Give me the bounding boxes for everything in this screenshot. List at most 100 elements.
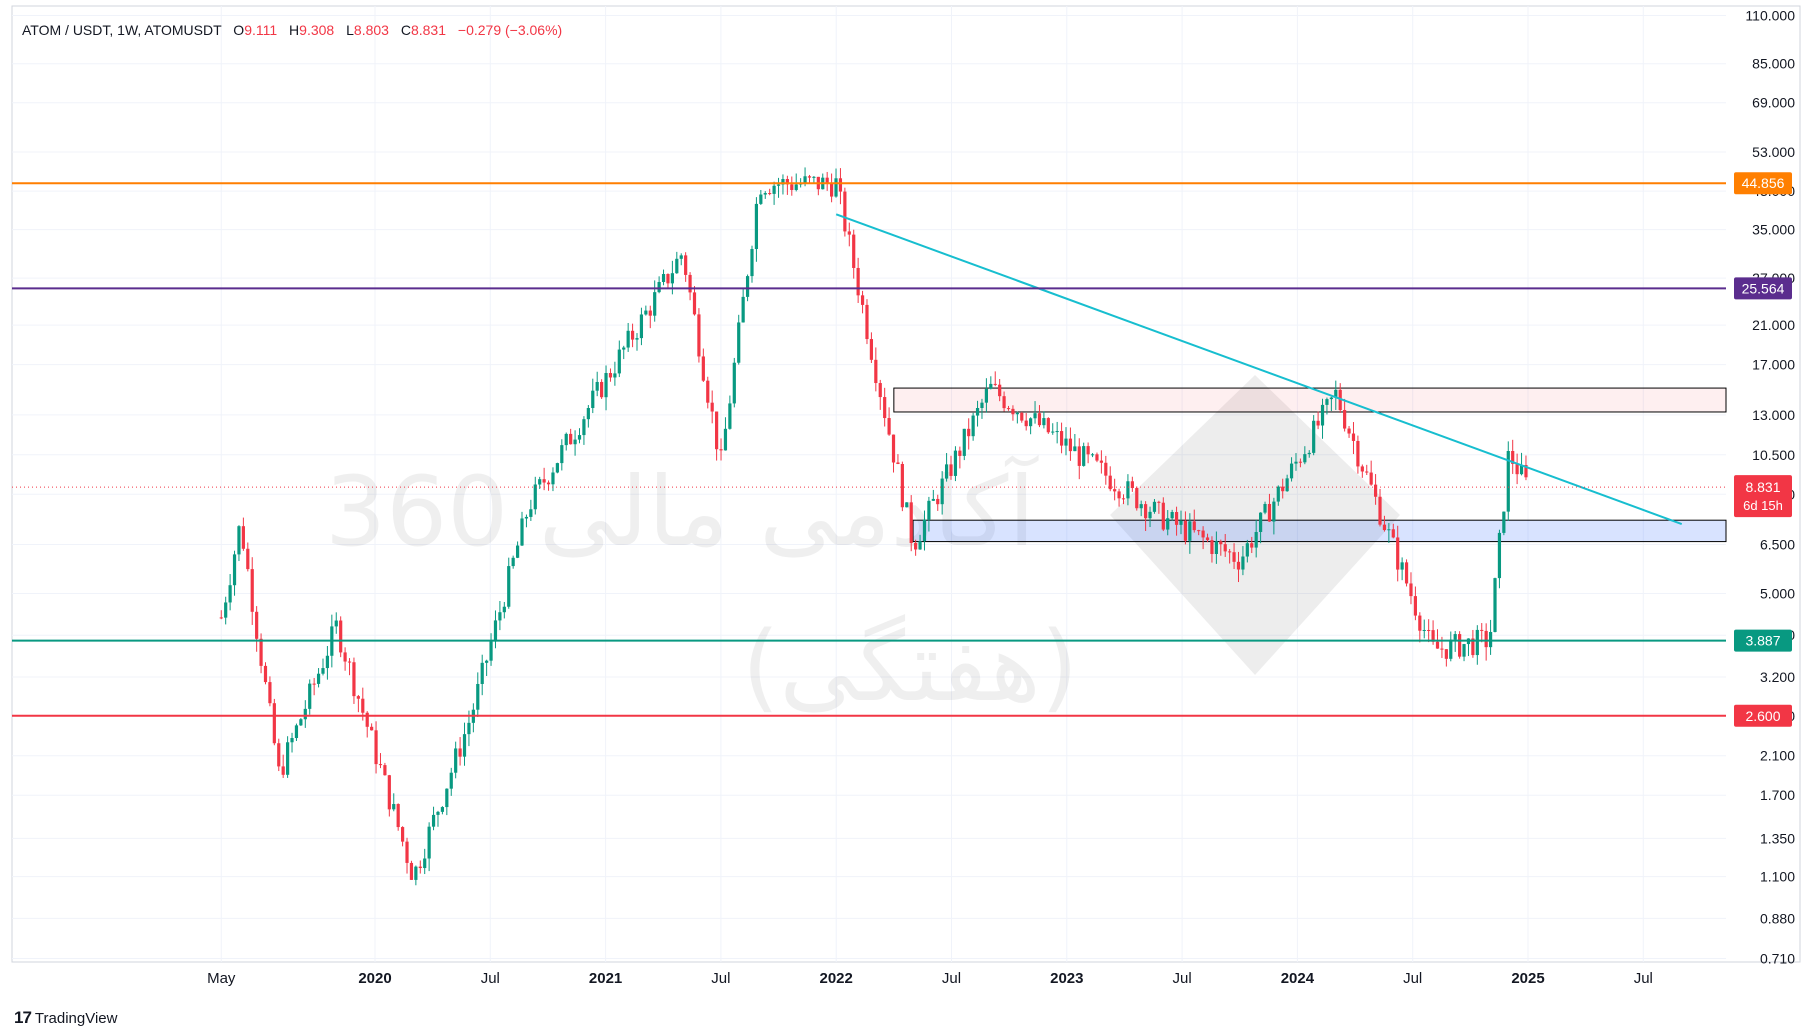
- candle-body: [887, 418, 891, 435]
- candle-body: [586, 408, 590, 420]
- candle-body: [423, 858, 427, 869]
- candle-body: [1219, 541, 1223, 545]
- y-tick-label: 1.700: [1760, 787, 1795, 803]
- y-tick-label: 0.880: [1760, 910, 1795, 926]
- candle-body: [909, 502, 913, 544]
- candle-body: [1082, 446, 1086, 466]
- y-tick-label: 5.000: [1760, 586, 1795, 602]
- candle-body: [883, 397, 887, 419]
- candle-body: [480, 662, 484, 684]
- x-tick-label: 2024: [1281, 970, 1315, 987]
- candle-body: [1475, 629, 1479, 656]
- candle-body: [427, 826, 431, 859]
- candle-body: [967, 428, 971, 437]
- candle-body: [1197, 530, 1201, 532]
- candle-body: [1055, 431, 1059, 433]
- candle-body: [1497, 532, 1502, 579]
- candle-body: [1334, 389, 1338, 398]
- candle-body: [661, 274, 666, 282]
- candle-body: [255, 611, 259, 639]
- candle-body: [378, 764, 383, 766]
- symbol-title: ATOM / USDT, 1W, ATOMUSDT: [22, 22, 222, 38]
- candle-body: [511, 557, 515, 567]
- candle-body: [953, 450, 958, 476]
- candle-body: [1480, 629, 1484, 631]
- candle-body: [1228, 551, 1232, 553]
- candle-body: [569, 433, 573, 445]
- candle-body: [489, 641, 493, 661]
- candle-body: [1245, 543, 1249, 557]
- candle-body: [847, 231, 851, 235]
- candle-body: [343, 652, 347, 662]
- candle-body: [485, 660, 489, 663]
- candle-body: [697, 314, 701, 357]
- low-value: 8.803: [353, 22, 389, 38]
- tradingview-footer[interactable]: 17 TradingView: [14, 1008, 117, 1028]
- candle-body: [1276, 486, 1280, 502]
- candle-body: [1347, 428, 1351, 434]
- candle-body: [312, 683, 316, 685]
- candle-body: [679, 255, 683, 259]
- candle-body: [768, 193, 772, 195]
- change-value: −0.279 (−3.06%): [457, 22, 563, 38]
- candle-body: [1519, 465, 1524, 475]
- x-tick-label: 2021: [589, 970, 622, 987]
- candle-body: [281, 766, 285, 775]
- level-tag-label: 3.887: [1745, 633, 1780, 649]
- candle-body: [635, 338, 639, 340]
- candle-body: [232, 554, 237, 586]
- candle-body: [728, 403, 732, 429]
- y-tick-label: 6.500: [1760, 536, 1795, 552]
- candle-body: [392, 804, 396, 810]
- candle-body: [794, 184, 798, 190]
- candle-body: [387, 775, 391, 810]
- y-tick-label: 10.500: [1752, 447, 1795, 463]
- candle-body: [1037, 413, 1042, 426]
- candle-body: [688, 274, 692, 293]
- candle-body: [1404, 562, 1409, 584]
- candle-body: [984, 388, 988, 403]
- candle-body: [860, 295, 865, 305]
- candle-body: [1020, 412, 1024, 421]
- candle-body: [1117, 491, 1121, 499]
- candle-body: [692, 292, 697, 315]
- candle-body: [1095, 454, 1099, 461]
- candle-body: [1232, 552, 1236, 562]
- candle-body: [1099, 460, 1103, 463]
- candle-body: [458, 748, 462, 757]
- candle-body: [759, 194, 763, 204]
- candle-body: [998, 384, 1002, 397]
- candle-body: [1409, 583, 1413, 597]
- candle-body: [763, 193, 767, 195]
- candle-body: [1236, 561, 1241, 570]
- candle-body: [1329, 397, 1333, 400]
- candle-body: [1148, 511, 1152, 519]
- level-tag: [1734, 172, 1792, 195]
- candle-body: [1086, 446, 1090, 455]
- candle-body: [502, 606, 506, 613]
- candle-body: [1223, 544, 1227, 552]
- candle-body: [1024, 420, 1028, 427]
- candle-body: [1484, 630, 1488, 648]
- candle-body: [1015, 412, 1019, 415]
- candle-body: [591, 390, 595, 409]
- y-tick-label: 0.710: [1760, 951, 1795, 967]
- candle-body: [259, 638, 263, 666]
- x-tick-label: 2025: [1511, 970, 1544, 987]
- candle-body: [900, 463, 904, 508]
- candle-body: [936, 498, 940, 505]
- candle-body: [1130, 481, 1134, 489]
- candle-body: [1413, 596, 1417, 616]
- candle-body: [1241, 556, 1245, 570]
- candle-body: [493, 620, 498, 642]
- candle-body: [1183, 520, 1188, 541]
- candle-body: [1059, 431, 1064, 446]
- y-tick-label: 110.000: [1745, 8, 1795, 24]
- candle-body: [1396, 537, 1400, 570]
- candle-body: [1152, 501, 1157, 512]
- candle-body: [896, 462, 900, 464]
- candle-body: [573, 439, 577, 445]
- candle-body: [1126, 481, 1130, 499]
- candle-body: [1418, 615, 1422, 631]
